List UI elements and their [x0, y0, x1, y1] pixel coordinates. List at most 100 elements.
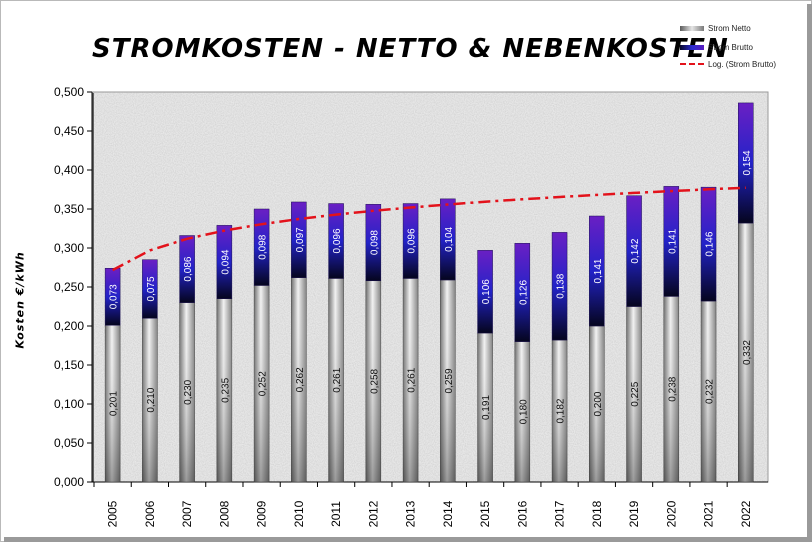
- legend-item-brutto: Strom Brutto: [680, 41, 753, 53]
- x-tick-label: 2015: [478, 500, 492, 527]
- x-tick-label: 2017: [553, 500, 567, 527]
- bar-brutto: [328, 203, 344, 279]
- legend-item-trend: Log. (Strom Brutto): [680, 58, 776, 70]
- x-tick-label: 2012: [366, 500, 380, 527]
- data-label-netto: 0,235: [220, 377, 231, 402]
- data-label-netto: 0,262: [295, 367, 306, 392]
- plot-texture: [92, 92, 768, 482]
- bar-brutto: [216, 225, 233, 299]
- x-tick-label: 2021: [702, 500, 716, 527]
- bar-brutto: [589, 215, 605, 327]
- data-label-netto: 0,200: [593, 391, 604, 416]
- frame-shadow-right: [807, 4, 812, 542]
- data-label-brutto: 0,073: [109, 284, 120, 309]
- data-label-brutto: 0,146: [705, 231, 716, 256]
- bar-netto-shade: [179, 302, 195, 482]
- y-tick-label: 0,500: [54, 85, 84, 99]
- y-tick-label: 0,000: [54, 475, 84, 489]
- legend-item-netto: Strom Netto: [680, 22, 751, 34]
- y-tick-label: 0,450: [54, 124, 84, 138]
- data-label-brutto: 0,141: [593, 258, 604, 283]
- data-label-netto: 0,210: [146, 387, 157, 412]
- data-label-brutto: 0,094: [220, 249, 231, 274]
- x-tick-label: 2013: [404, 500, 418, 527]
- data-label-brutto: 0,097: [295, 227, 306, 252]
- chart-title: STROMKOSTEN - NETTO & NEBENKOSTEN: [92, 34, 729, 64]
- data-label-netto: 0,225: [630, 381, 641, 406]
- bar-netto-shade: [514, 341, 530, 482]
- y-tick-label: 0,350: [54, 202, 84, 216]
- y-tick-label: 0,250: [54, 280, 84, 294]
- bar-brutto: [291, 201, 307, 278]
- bar-brutto: [142, 259, 158, 319]
- data-label-netto: 0,252: [258, 371, 269, 396]
- x-tick-label: 2011: [329, 501, 343, 527]
- data-label-brutto: 0,138: [556, 273, 567, 298]
- bar-brutto: [700, 186, 717, 302]
- data-label-brutto: 0,154: [742, 150, 753, 175]
- data-label-brutto: 0,142: [630, 238, 641, 263]
- bar-netto-shade: [701, 301, 717, 482]
- legend-swatch-trend: [680, 63, 704, 65]
- x-tick-label: 2009: [255, 500, 269, 527]
- data-label-netto: 0,180: [518, 399, 529, 424]
- bar-netto-shade: [626, 306, 642, 482]
- x-tick-label: 2014: [441, 500, 455, 527]
- bar-netto-shade: [738, 223, 754, 483]
- x-tick-label: 2018: [590, 500, 604, 527]
- y-tick-label: 0,400: [54, 163, 84, 177]
- data-label-netto: 0,259: [444, 368, 455, 393]
- trendline-log: [112, 186, 746, 272]
- bar-netto-shade: [663, 296, 679, 482]
- bar-brutto: [365, 204, 382, 282]
- bar-brutto: [551, 232, 568, 341]
- bar-brutto: [253, 208, 270, 286]
- data-label-brutto: 0,104: [444, 226, 455, 251]
- bar-netto-shade: [440, 279, 456, 482]
- bar-brutto: [514, 243, 531, 342]
- data-label-brutto: 0,098: [258, 234, 269, 259]
- x-tick-label: 2016: [515, 500, 529, 527]
- data-label-netto: 0,258: [369, 368, 380, 393]
- bar-netto-shade: [216, 298, 232, 482]
- bar-netto-shade: [403, 278, 419, 482]
- x-tick-label: 2006: [143, 500, 157, 527]
- x-tick-label: 2010: [292, 500, 306, 527]
- bar-brutto: [663, 186, 680, 297]
- bar-netto-shade: [328, 278, 344, 482]
- data-label-netto: 0,232: [705, 379, 716, 404]
- x-tick-label: 2005: [106, 500, 120, 527]
- y-tick-label: 0,300: [54, 241, 84, 255]
- legend-label-netto: Strom Netto: [708, 23, 751, 33]
- data-label-netto: 0,261: [332, 367, 343, 392]
- data-label-netto: 0,191: [481, 395, 492, 420]
- data-label-netto: 0,238: [667, 376, 678, 401]
- x-tick-label: 2022: [739, 500, 753, 527]
- data-label-brutto: 0,075: [146, 276, 157, 301]
- data-label-brutto: 0,106: [481, 279, 492, 304]
- legend-swatch-netto: [680, 25, 704, 31]
- plot-area: 0,000 0,050 0,100 0,150 0,200 0,250 0,300 0,350…: [54, 85, 769, 527]
- bar-brutto: [738, 102, 754, 224]
- data-label-netto: 0,182: [556, 398, 567, 423]
- bar-brutto: [104, 268, 121, 326]
- x-tick-label: 2019: [627, 500, 641, 527]
- bar-brutto: [402, 203, 419, 279]
- y-tick-label: 0,100: [54, 397, 84, 411]
- bar-netto-shade: [552, 340, 568, 482]
- data-label-brutto: 0,126: [518, 280, 529, 305]
- x-tick-label: 2007: [180, 500, 194, 527]
- bar-netto-shade: [142, 318, 158, 482]
- legend-label-trend: Log. (Strom Brutto): [708, 59, 777, 69]
- bar-brutto: [440, 198, 456, 281]
- data-label-brutto: 0,096: [332, 228, 343, 253]
- data-label-netto: 0,230: [183, 379, 194, 404]
- data-label-brutto: 0,096: [407, 228, 418, 253]
- bar-netto-shade: [105, 325, 121, 482]
- data-label-brutto: 0,141: [667, 228, 678, 253]
- bar-brutto: [626, 195, 642, 307]
- data-label-brutto: 0,098: [369, 230, 380, 255]
- bar-netto-shade: [291, 277, 307, 482]
- bar-brutto: [179, 235, 195, 303]
